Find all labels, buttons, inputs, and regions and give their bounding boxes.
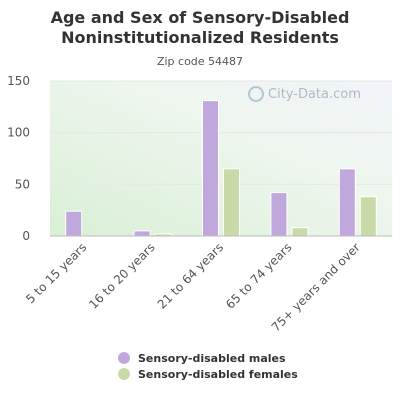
bar-males[interactable] xyxy=(338,168,356,237)
legend-label-males: Sensory-disabled males xyxy=(138,351,286,365)
chart-title: Age and Sex of Sensory-Disabled Noninsti… xyxy=(50,8,350,47)
y-tick-label: 0 xyxy=(22,229,30,243)
x-tick-label: 16 to 20 years xyxy=(86,240,157,311)
x-tick-label: 5 to 15 years xyxy=(23,240,89,306)
chart-subtitle: Zip code 54487 xyxy=(156,55,244,68)
legend: Sensory-disabled males Sensory-disabled … xyxy=(118,350,298,382)
x-tick-label: 65 to 74 years xyxy=(223,240,294,311)
bar-females[interactable] xyxy=(223,168,240,237)
bar-females[interactable] xyxy=(359,196,377,237)
bar-males[interactable] xyxy=(202,100,219,237)
legend-item-males: Sensory-disabled males xyxy=(118,350,298,366)
bar-males[interactable] xyxy=(270,192,288,237)
bar-males[interactable] xyxy=(133,230,151,237)
legend-swatch-females xyxy=(118,368,130,380)
bars xyxy=(65,100,377,237)
y-tick-label: 50 xyxy=(15,177,30,191)
legend-label-females: Sensory-disabled females xyxy=(138,367,298,381)
gridlines xyxy=(50,80,392,185)
bar-females[interactable] xyxy=(291,227,309,237)
plot-background xyxy=(50,81,392,236)
watermark: City-Data.com xyxy=(248,86,361,102)
y-axis-ticks: 0 50 100 150 xyxy=(7,74,30,243)
x-tick-label: 21 to 64 years xyxy=(155,240,226,311)
bar-males[interactable] xyxy=(65,210,83,237)
legend-item-females: Sensory-disabled females xyxy=(118,366,298,382)
y-tick-label: 100 xyxy=(7,126,30,140)
watermark-text: City-Data.com xyxy=(268,86,361,102)
legend-swatch-males xyxy=(118,352,130,364)
magnifier-icon xyxy=(248,86,264,102)
y-tick-label: 150 xyxy=(7,74,30,88)
